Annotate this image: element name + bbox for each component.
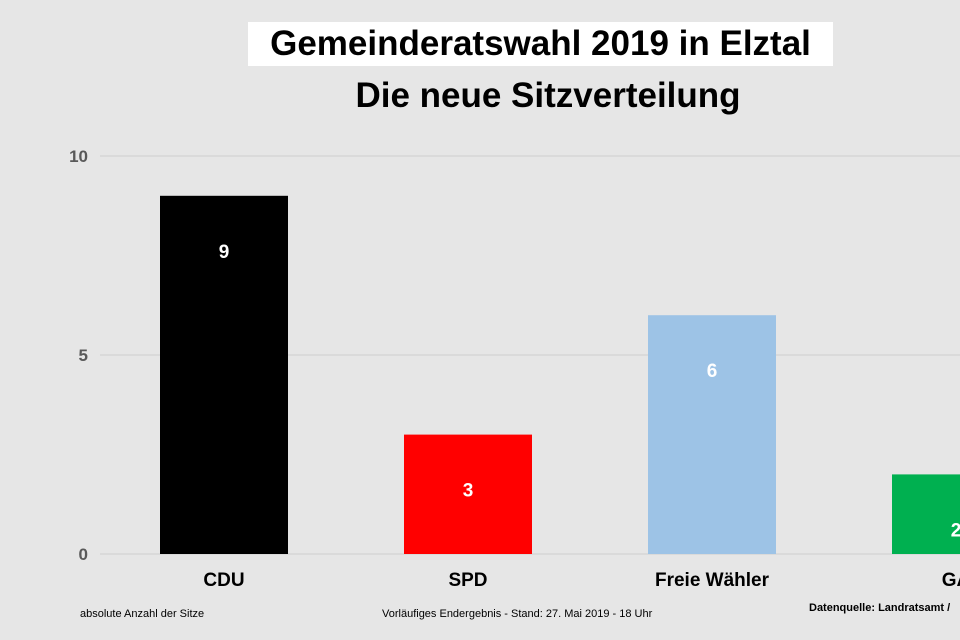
bar-cdu [160, 195, 288, 555]
bar-ga [892, 474, 960, 554]
category-label: CDU [203, 570, 244, 591]
data-label: 9 [219, 242, 230, 263]
y-tick-label: 10 [69, 147, 88, 166]
category-label: Freie Wähler [655, 570, 770, 591]
footnote-status: Vorläufiges Endergebnis - Stand: 27. Mai… [382, 608, 653, 620]
y-tick-label: 0 [79, 545, 88, 564]
data-label: 3 [463, 481, 474, 502]
data-label: 6 [707, 361, 718, 382]
y-tick-label: 5 [79, 346, 88, 365]
chart-title: Gemeinderatswahl 2019 in Elztal [270, 24, 811, 63]
category-label: GA [942, 570, 960, 591]
data-label: 2 [951, 520, 960, 541]
footnote-unit: absolute Anzahl der Sitze [80, 608, 205, 620]
title-background [248, 22, 833, 66]
chart-subtitle: Die neue Sitzverteilung [355, 76, 741, 115]
bar-freie-w-hler [648, 315, 776, 554]
footnote-source: Datenquelle: Landratsamt / [809, 602, 951, 614]
bar-spd [404, 434, 532, 554]
category-label: SPD [448, 570, 487, 591]
